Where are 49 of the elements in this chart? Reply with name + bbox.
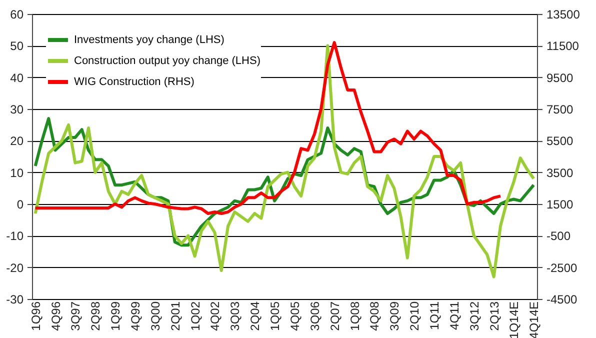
x-tick-label: 1Q14E bbox=[507, 302, 522, 338]
x-tick-label: 2Q07 bbox=[328, 301, 342, 331]
y-tick-label: 60 bbox=[10, 8, 24, 22]
y-tick-label: 40 bbox=[10, 70, 24, 85]
y-tick-label: -30 bbox=[6, 292, 24, 306]
legend-label: WIG Construction (RHS) bbox=[74, 76, 194, 88]
x-tick-label: 3Q97 bbox=[68, 301, 83, 331]
legend-label: Investments yoy change (LHS) bbox=[74, 34, 224, 46]
y-tick-label: 10 bbox=[10, 166, 24, 180]
x-tick-label: 3Q12 bbox=[467, 301, 482, 331]
x-tick-label: 2Q13 bbox=[487, 301, 502, 331]
x-tick-label: 2Q01 bbox=[168, 301, 182, 331]
y2-tick-label: -4500 bbox=[546, 292, 578, 306]
y-tick-label: 20 bbox=[10, 134, 24, 148]
x-tick-label: 1Q11 bbox=[428, 301, 442, 330]
x-tick-label: 3Q06 bbox=[308, 301, 322, 331]
x-tick-label: 1Q08 bbox=[348, 301, 362, 331]
x-tick-label: 4Q99 bbox=[128, 301, 142, 331]
x-tick-label: 2Q04 bbox=[248, 301, 262, 331]
x-tick-label: 1Q05 bbox=[268, 301, 282, 331]
x-tick-label: 2Q98 bbox=[88, 301, 103, 331]
x-tick-label: 3Q03 bbox=[228, 301, 242, 331]
y2-tick-label: 13500 bbox=[546, 8, 580, 22]
y-tick-label: -20 bbox=[6, 260, 24, 275]
x-tick-label: 4Q11 bbox=[447, 301, 462, 330]
x-tick-label: 1Q99 bbox=[108, 301, 123, 331]
y2-tick-label: 3500 bbox=[546, 166, 574, 180]
x-tick-label: 4Q02 bbox=[208, 301, 222, 331]
x-tick-label: 3Q00 bbox=[148, 301, 162, 331]
x-tick-label: 2Q10 bbox=[408, 301, 422, 331]
y2-tick-label: 5500 bbox=[546, 134, 574, 148]
x-tick-label: 4Q96 bbox=[48, 301, 63, 331]
y2-tick-label: 7500 bbox=[546, 102, 574, 116]
y-tick-label: 30 bbox=[10, 102, 24, 116]
y2-tick-label: 11500 bbox=[546, 39, 580, 54]
legend-label: Construction output yoy change (LHS) bbox=[74, 55, 260, 67]
y-tick-label: 50 bbox=[10, 39, 24, 54]
y2-tick-label: -500 bbox=[546, 229, 571, 244]
x-tick-label: 4Q05 bbox=[288, 301, 302, 331]
y-tick-label: -10 bbox=[6, 229, 24, 244]
y2-tick-label: 1500 bbox=[546, 198, 574, 212]
x-tick-label: 1Q96 bbox=[28, 301, 43, 331]
x-tick-label: 4Q08 bbox=[368, 301, 382, 331]
x-tick-label: 3Q09 bbox=[388, 301, 402, 331]
x-tick-label: 1Q02 bbox=[188, 301, 202, 331]
y2-tick-label: -2500 bbox=[546, 260, 578, 275]
y-tick-label: 0 bbox=[16, 198, 24, 212]
y2-tick-label: 9500 bbox=[546, 70, 574, 85]
line-series bbox=[34, 44, 536, 278]
